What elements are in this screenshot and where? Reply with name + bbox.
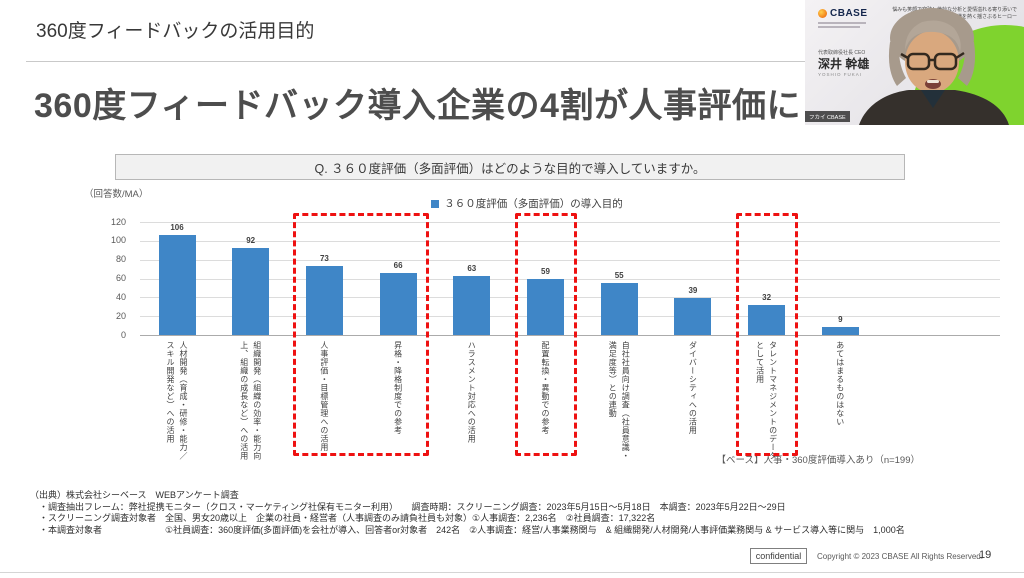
- bar: [232, 248, 270, 335]
- brand-tagline-placeholder: [818, 26, 860, 28]
- category-label: 組織開発（組織の効率・能力向上、組織の成長など）への活用: [239, 341, 262, 460]
- bar-value-label: 63: [467, 263, 477, 273]
- bar-value-label: 32: [762, 292, 772, 302]
- confidential-badge: confidential: [750, 548, 807, 564]
- y-axis-tick-label: 40: [115, 291, 126, 302]
- sample-base-note: 【ベース】人事・360度評価導入あり（n=199）: [716, 455, 920, 466]
- bar: [158, 235, 196, 335]
- speaker-name: 深井 幹雄: [818, 57, 870, 71]
- page-number: 19: [979, 549, 992, 561]
- bottom-divider: [0, 572, 1024, 573]
- legend-label: ３６０度評価（多面評価）の導入目的: [444, 198, 623, 210]
- category-label: 自社社員向け調査（社員意識・満足度等）との連動: [608, 341, 631, 460]
- gridline: [140, 240, 1000, 242]
- speaker-video-window[interactable]: 悩みも笑顔で突破！絶妙な分析と愛情溢れる寄り添いで 組織を熱く揺さぶるヒーロー …: [805, 0, 1024, 125]
- video-banner-text: 悩みも笑顔で突破！絶妙な分析と愛情溢れる寄り添いで 組織を熱く揺さぶるヒーロー: [875, 7, 1017, 20]
- category-label: タレントマネジメントのデータとして活用: [755, 341, 778, 460]
- brand-tagline-placeholder: [818, 22, 866, 24]
- slide-kicker-title: 360度フィードバックの活用目的: [36, 21, 315, 42]
- category-label: ダイバーシティへの活用: [688, 341, 698, 435]
- y-axis-tick-label: 0: [120, 329, 126, 340]
- bar-value-label: 73: [319, 254, 329, 264]
- participant-name-label: フカイ CBASE: [805, 111, 850, 122]
- legend-marker: [431, 199, 440, 208]
- source-line: （出典）株式会社シーベース WEBアンケート調査: [30, 490, 239, 500]
- gridline: [140, 297, 1000, 299]
- gridline: [140, 259, 1000, 261]
- bar-value-label: 39: [688, 286, 698, 296]
- survey-question-bar: Q. ３６０度評価（多面評価）はどのような目的で導入していますか。: [115, 154, 905, 180]
- gridline: [140, 316, 1000, 318]
- y-axis-tick-label: 20: [115, 310, 126, 321]
- y-axis-tick-label: 60: [115, 273, 126, 283]
- y-axis-tick-label: 120: [110, 216, 126, 227]
- speaker-name-roman: YOSHIO FUKAI: [818, 72, 863, 77]
- source-line: ・本調査対象者 ①社員調査：360度評価(多面評価)を会社が導入、回答者or対象…: [30, 524, 905, 535]
- speaker-portrait: [859, 8, 1009, 125]
- bar-value-label: 106: [170, 223, 184, 233]
- copyright-text: Copyright © 2023 CBASE All Rights Reserv…: [817, 552, 983, 561]
- category-label: 人材開発（育成・研修・能力／スキル開発など）への活用: [166, 341, 188, 460]
- gridline: [140, 335, 1000, 336]
- bar: [674, 298, 712, 335]
- bar: [453, 275, 491, 335]
- bar-value-label: 9: [838, 314, 843, 324]
- slide-headline: 360度フィードバック導入企業の4割が人事評価に: [34, 87, 801, 125]
- cbase-logo-text: CBASE: [830, 8, 868, 19]
- category-label: 人事評価・目標管理への活用: [319, 341, 329, 452]
- highlight-box: [514, 213, 577, 456]
- source-line: ・調査抽出フレーム：弊社提携モニター（クロス・マーケティング社保有モニター利用）…: [30, 501, 786, 512]
- bar: [305, 266, 343, 335]
- cbase-logo: CBASE: [818, 8, 868, 19]
- category-label: 配置転換・異動での参考: [541, 341, 550, 435]
- bar: [600, 283, 638, 335]
- gridline: [140, 222, 1000, 223]
- highlight-box: [293, 213, 430, 456]
- video-banner-line: 組織を熱く揺さぶるヒーロー: [951, 13, 1017, 20]
- header-divider: [26, 61, 1006, 62]
- category-label: あてはまるものはない: [835, 341, 845, 426]
- bar-value-label: 92: [246, 236, 256, 246]
- highlight-box: [735, 213, 798, 456]
- bar-value-label: 59: [541, 267, 550, 277]
- chart-legend: ３６０度評価（多面評価）の導入目的: [140, 196, 914, 211]
- source-line: ・スクリーニング調査対象者 全国、男女20歳以上 企業の社員・経営者（人事調査の…: [30, 513, 656, 523]
- bar-value-label: 55: [614, 271, 624, 281]
- video-banner-line: 悩みも笑顔で突破！絶妙な分析と愛情溢れる寄り添いで: [892, 7, 1017, 13]
- speaker-role-title: 代表取締役社長 CEO: [818, 50, 866, 56]
- bar: [748, 304, 786, 335]
- cbase-logo-icon: [818, 9, 827, 18]
- y-axis-tick-label: 80: [115, 254, 126, 265]
- y-axis-tick-label: 100: [110, 235, 126, 246]
- bar: [527, 279, 564, 335]
- source-notes: （出典）株式会社シーベース WEBアンケート調査 ・調査抽出フレーム：弊社提携モ…: [30, 490, 905, 536]
- bar-value-label: 66: [393, 260, 403, 270]
- gridline: [140, 278, 1000, 280]
- bar: [379, 272, 417, 335]
- bar: [821, 326, 859, 335]
- y-axis-unit-label: （回答数/MA）: [84, 189, 149, 200]
- category-label: ハラスメント対応への活用: [467, 341, 477, 443]
- category-label: 昇格・降格制度での参考: [393, 341, 403, 435]
